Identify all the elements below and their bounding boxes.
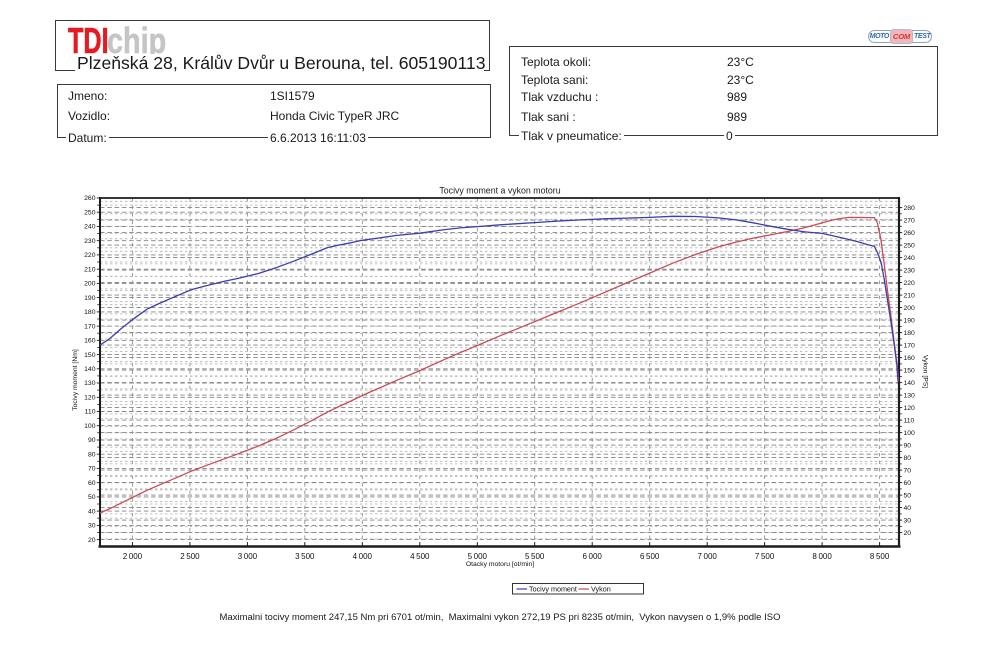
svg-text:80: 80 xyxy=(904,455,912,462)
svg-text:230: 230 xyxy=(904,267,916,274)
svg-text:6 500: 6 500 xyxy=(640,552,660,561)
svg-text:120: 120 xyxy=(904,405,916,412)
svg-text:260: 260 xyxy=(904,230,916,237)
svg-text:4 500: 4 500 xyxy=(410,552,430,561)
svg-text:200: 200 xyxy=(84,281,96,288)
svg-text:240: 240 xyxy=(84,224,96,231)
svg-text:220: 220 xyxy=(84,252,96,259)
svg-text:260: 260 xyxy=(84,195,96,202)
svg-text:110: 110 xyxy=(904,417,915,424)
svg-text:100: 100 xyxy=(904,430,916,437)
svg-text:3 000: 3 000 xyxy=(238,552,258,561)
svg-text:110: 110 xyxy=(85,409,96,416)
svg-text:8 000: 8 000 xyxy=(812,552,832,561)
svg-text:180: 180 xyxy=(904,330,916,337)
svg-text:160: 160 xyxy=(904,355,916,362)
svg-text:250: 250 xyxy=(904,242,916,249)
svg-text:80: 80 xyxy=(88,451,96,458)
svg-text:40: 40 xyxy=(904,505,912,512)
svg-text:5 500: 5 500 xyxy=(525,552,545,561)
svg-text:130: 130 xyxy=(84,380,96,387)
svg-text:Tocivy moment [Nm]: Tocivy moment [Nm] xyxy=(72,349,79,411)
svg-text:140: 140 xyxy=(904,380,916,387)
svg-text:130: 130 xyxy=(904,392,916,399)
svg-text:20: 20 xyxy=(904,530,912,537)
svg-text:210: 210 xyxy=(904,292,916,299)
svg-text:40: 40 xyxy=(88,508,96,515)
svg-text:90: 90 xyxy=(88,437,96,444)
svg-text:190: 190 xyxy=(84,295,96,302)
svg-text:70: 70 xyxy=(88,466,96,473)
svg-text:200: 200 xyxy=(904,305,916,312)
svg-text:6 000: 6 000 xyxy=(582,552,602,561)
svg-text:5 000: 5 000 xyxy=(468,552,488,561)
svg-text:70: 70 xyxy=(904,467,912,474)
svg-text:150: 150 xyxy=(84,352,96,359)
svg-text:30: 30 xyxy=(904,517,912,524)
svg-text:190: 190 xyxy=(904,317,916,324)
svg-text:170: 170 xyxy=(84,323,96,330)
svg-text:220: 220 xyxy=(904,280,916,287)
svg-text:8 500: 8 500 xyxy=(870,552,890,561)
svg-text:240: 240 xyxy=(904,255,916,262)
svg-text:160: 160 xyxy=(84,338,96,345)
svg-text:Tocivy moment: Tocivy moment xyxy=(529,585,577,594)
svg-text:60: 60 xyxy=(904,480,912,487)
svg-text:7 000: 7 000 xyxy=(697,552,717,561)
svg-text:170: 170 xyxy=(904,342,916,349)
svg-text:3 500: 3 500 xyxy=(295,552,315,561)
svg-text:90: 90 xyxy=(904,442,912,449)
svg-text:Vykon [PS]: Vykon [PS] xyxy=(922,355,929,388)
svg-text:150: 150 xyxy=(904,367,916,374)
svg-text:50: 50 xyxy=(904,492,912,499)
svg-text:50: 50 xyxy=(88,494,96,501)
svg-text:270: 270 xyxy=(904,217,916,224)
svg-text:210: 210 xyxy=(84,266,96,273)
svg-text:20: 20 xyxy=(88,537,96,544)
svg-text:7 500: 7 500 xyxy=(755,552,775,561)
svg-text:Vykon: Vykon xyxy=(591,585,611,594)
svg-text:60: 60 xyxy=(88,480,96,487)
svg-text:2 500: 2 500 xyxy=(180,552,200,561)
svg-text:Otacky motoru [ot/min]: Otacky motoru [ot/min] xyxy=(466,561,534,568)
svg-text:140: 140 xyxy=(84,366,96,373)
svg-text:2 000: 2 000 xyxy=(123,552,143,561)
svg-text:280: 280 xyxy=(904,205,916,212)
svg-text:30: 30 xyxy=(88,523,96,530)
svg-text:180: 180 xyxy=(84,309,96,316)
svg-text:100: 100 xyxy=(84,423,96,430)
svg-text:4 000: 4 000 xyxy=(353,552,373,561)
svg-text:250: 250 xyxy=(84,209,96,216)
svg-text:120: 120 xyxy=(84,395,96,402)
svg-text:Tocivy moment a vykon motoru: Tocivy moment a vykon motoru xyxy=(439,185,560,195)
svg-text:230: 230 xyxy=(84,238,96,245)
